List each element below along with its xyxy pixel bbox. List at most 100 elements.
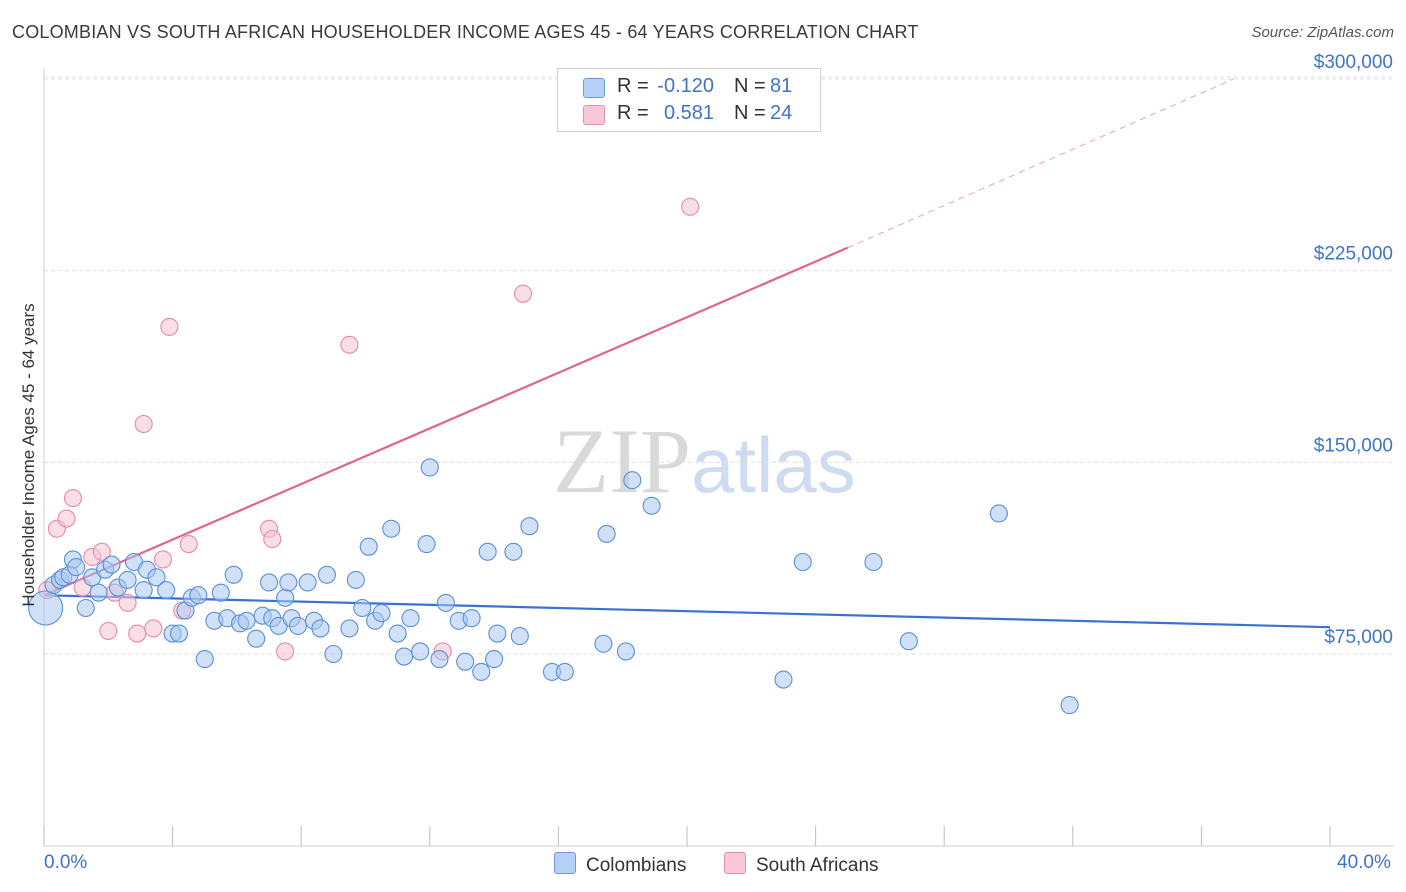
point-colombians — [134, 581, 153, 600]
point-south-africans — [340, 335, 359, 354]
point-colombians — [395, 647, 414, 666]
point-colombians — [118, 570, 137, 589]
point-colombians — [259, 573, 279, 592]
point-colombians — [288, 616, 308, 635]
point-colombians — [462, 609, 481, 628]
point-colombians — [793, 552, 812, 572]
point-colombians — [346, 570, 365, 589]
grid-lines — [44, 76, 1394, 655]
point-colombians — [411, 642, 430, 661]
bottom-legend-south-africans: South Africans — [724, 852, 879, 877]
point-colombians — [224, 565, 243, 584]
point-colombians — [774, 670, 793, 689]
point-colombians — [436, 593, 455, 612]
point-colombians — [359, 537, 378, 556]
point-colombians — [520, 517, 539, 536]
point-colombians — [353, 598, 372, 618]
point-colombians — [317, 565, 336, 584]
point-colombians — [89, 583, 108, 602]
correlation-legend: R = -0.120 N = 81 R = 0.581 N = 24 — [557, 68, 821, 132]
point-south-africans — [153, 550, 173, 569]
point-colombians — [382, 519, 401, 538]
point-colombians — [169, 624, 189, 643]
point-colombians — [28, 590, 64, 626]
y-tick-labels: $75,000 $150,000 $225,000 $300,000 — [1314, 52, 1393, 648]
point-colombians — [420, 458, 439, 477]
point-colombians — [195, 650, 214, 669]
point-colombians — [324, 644, 343, 664]
trend-lines — [43, 78, 1331, 629]
point-colombians — [311, 619, 330, 638]
bottom-legend-colombians: Colombians — [554, 852, 686, 877]
point-colombians — [488, 624, 507, 643]
point-south-africans — [681, 197, 700, 216]
bottom-legend-swatch-south-africans — [724, 852, 746, 874]
chart-title: COLOMBIAN VS SOUTH AFRICAN HOUSEHOLDER I… — [12, 22, 919, 42]
point-colombians — [237, 611, 256, 630]
point-colombians — [372, 604, 391, 623]
point-colombians — [504, 542, 523, 561]
point-colombians — [989, 504, 1008, 523]
y-tick-label: $300,000 — [1314, 52, 1393, 73]
point-colombians — [616, 642, 635, 661]
point-colombians — [510, 627, 529, 646]
watermark-zip: ZIP — [553, 410, 691, 512]
point-south-africans — [263, 529, 282, 549]
source-credit: Source: ZipAtlas.com — [1251, 24, 1394, 41]
point-colombians — [597, 524, 616, 543]
point-colombians — [298, 573, 317, 592]
point-south-africans — [160, 317, 179, 336]
point-colombians — [472, 662, 491, 681]
trend-line-south-africans — [43, 246, 849, 597]
point-colombians — [279, 573, 298, 592]
point-south-africans — [92, 542, 111, 561]
trend-line-south-africans-extension — [847, 78, 1234, 249]
point-colombians — [555, 662, 574, 681]
point-south-africans — [179, 535, 198, 554]
legend-n-value-colombians: 81 — [770, 75, 793, 97]
legend-r-value-south-africans: 0.581 — [663, 102, 714, 124]
point-colombians — [623, 471, 642, 490]
point-colombians — [76, 598, 95, 618]
point-south-africans — [63, 489, 82, 508]
point-colombians — [1060, 696, 1079, 715]
point-colombians — [401, 609, 420, 628]
x-axis-max-label: 40.0% — [1337, 852, 1391, 873]
x-axis-min-label: 0.0% — [44, 852, 88, 873]
y-axis-label: Householder Income Ages 45 - 64 years — [19, 303, 38, 606]
legend-n-label: N = — [734, 75, 766, 97]
bottom-legend-label-colombians: Colombians — [586, 855, 687, 876]
point-colombians — [157, 581, 176, 600]
legend-r-label: R = — [617, 75, 649, 97]
legend-n-label: N = — [734, 102, 766, 124]
point-south-africans — [134, 414, 153, 434]
point-colombians — [340, 619, 359, 638]
point-colombians — [388, 624, 407, 643]
point-colombians — [456, 652, 475, 671]
watermark-atlas: atlas — [691, 421, 856, 509]
point-colombians — [247, 629, 266, 648]
point-colombians — [642, 496, 661, 515]
point-south-africans — [144, 619, 163, 638]
point-south-africans — [128, 624, 147, 643]
point-colombians — [899, 632, 918, 651]
legend-swatch-south-africans — [583, 105, 605, 125]
point-colombians — [417, 535, 436, 554]
point-colombians — [147, 568, 166, 587]
watermark: ZIPatlas — [553, 408, 856, 514]
point-colombians — [189, 586, 208, 605]
point-south-africans — [99, 621, 118, 641]
axes — [43, 68, 1394, 847]
point-south-africans — [513, 284, 533, 303]
point-south-africans — [57, 509, 76, 528]
point-colombians — [864, 552, 883, 572]
legend-swatch-colombians — [583, 78, 605, 98]
point-colombians — [478, 542, 497, 561]
data-points — [28, 197, 1079, 715]
point-colombians — [485, 650, 504, 669]
legend-r-label: R = — [617, 102, 649, 124]
point-colombians — [594, 634, 613, 653]
point-colombians — [67, 558, 86, 577]
y-tick-label: $75,000 — [1324, 627, 1393, 648]
